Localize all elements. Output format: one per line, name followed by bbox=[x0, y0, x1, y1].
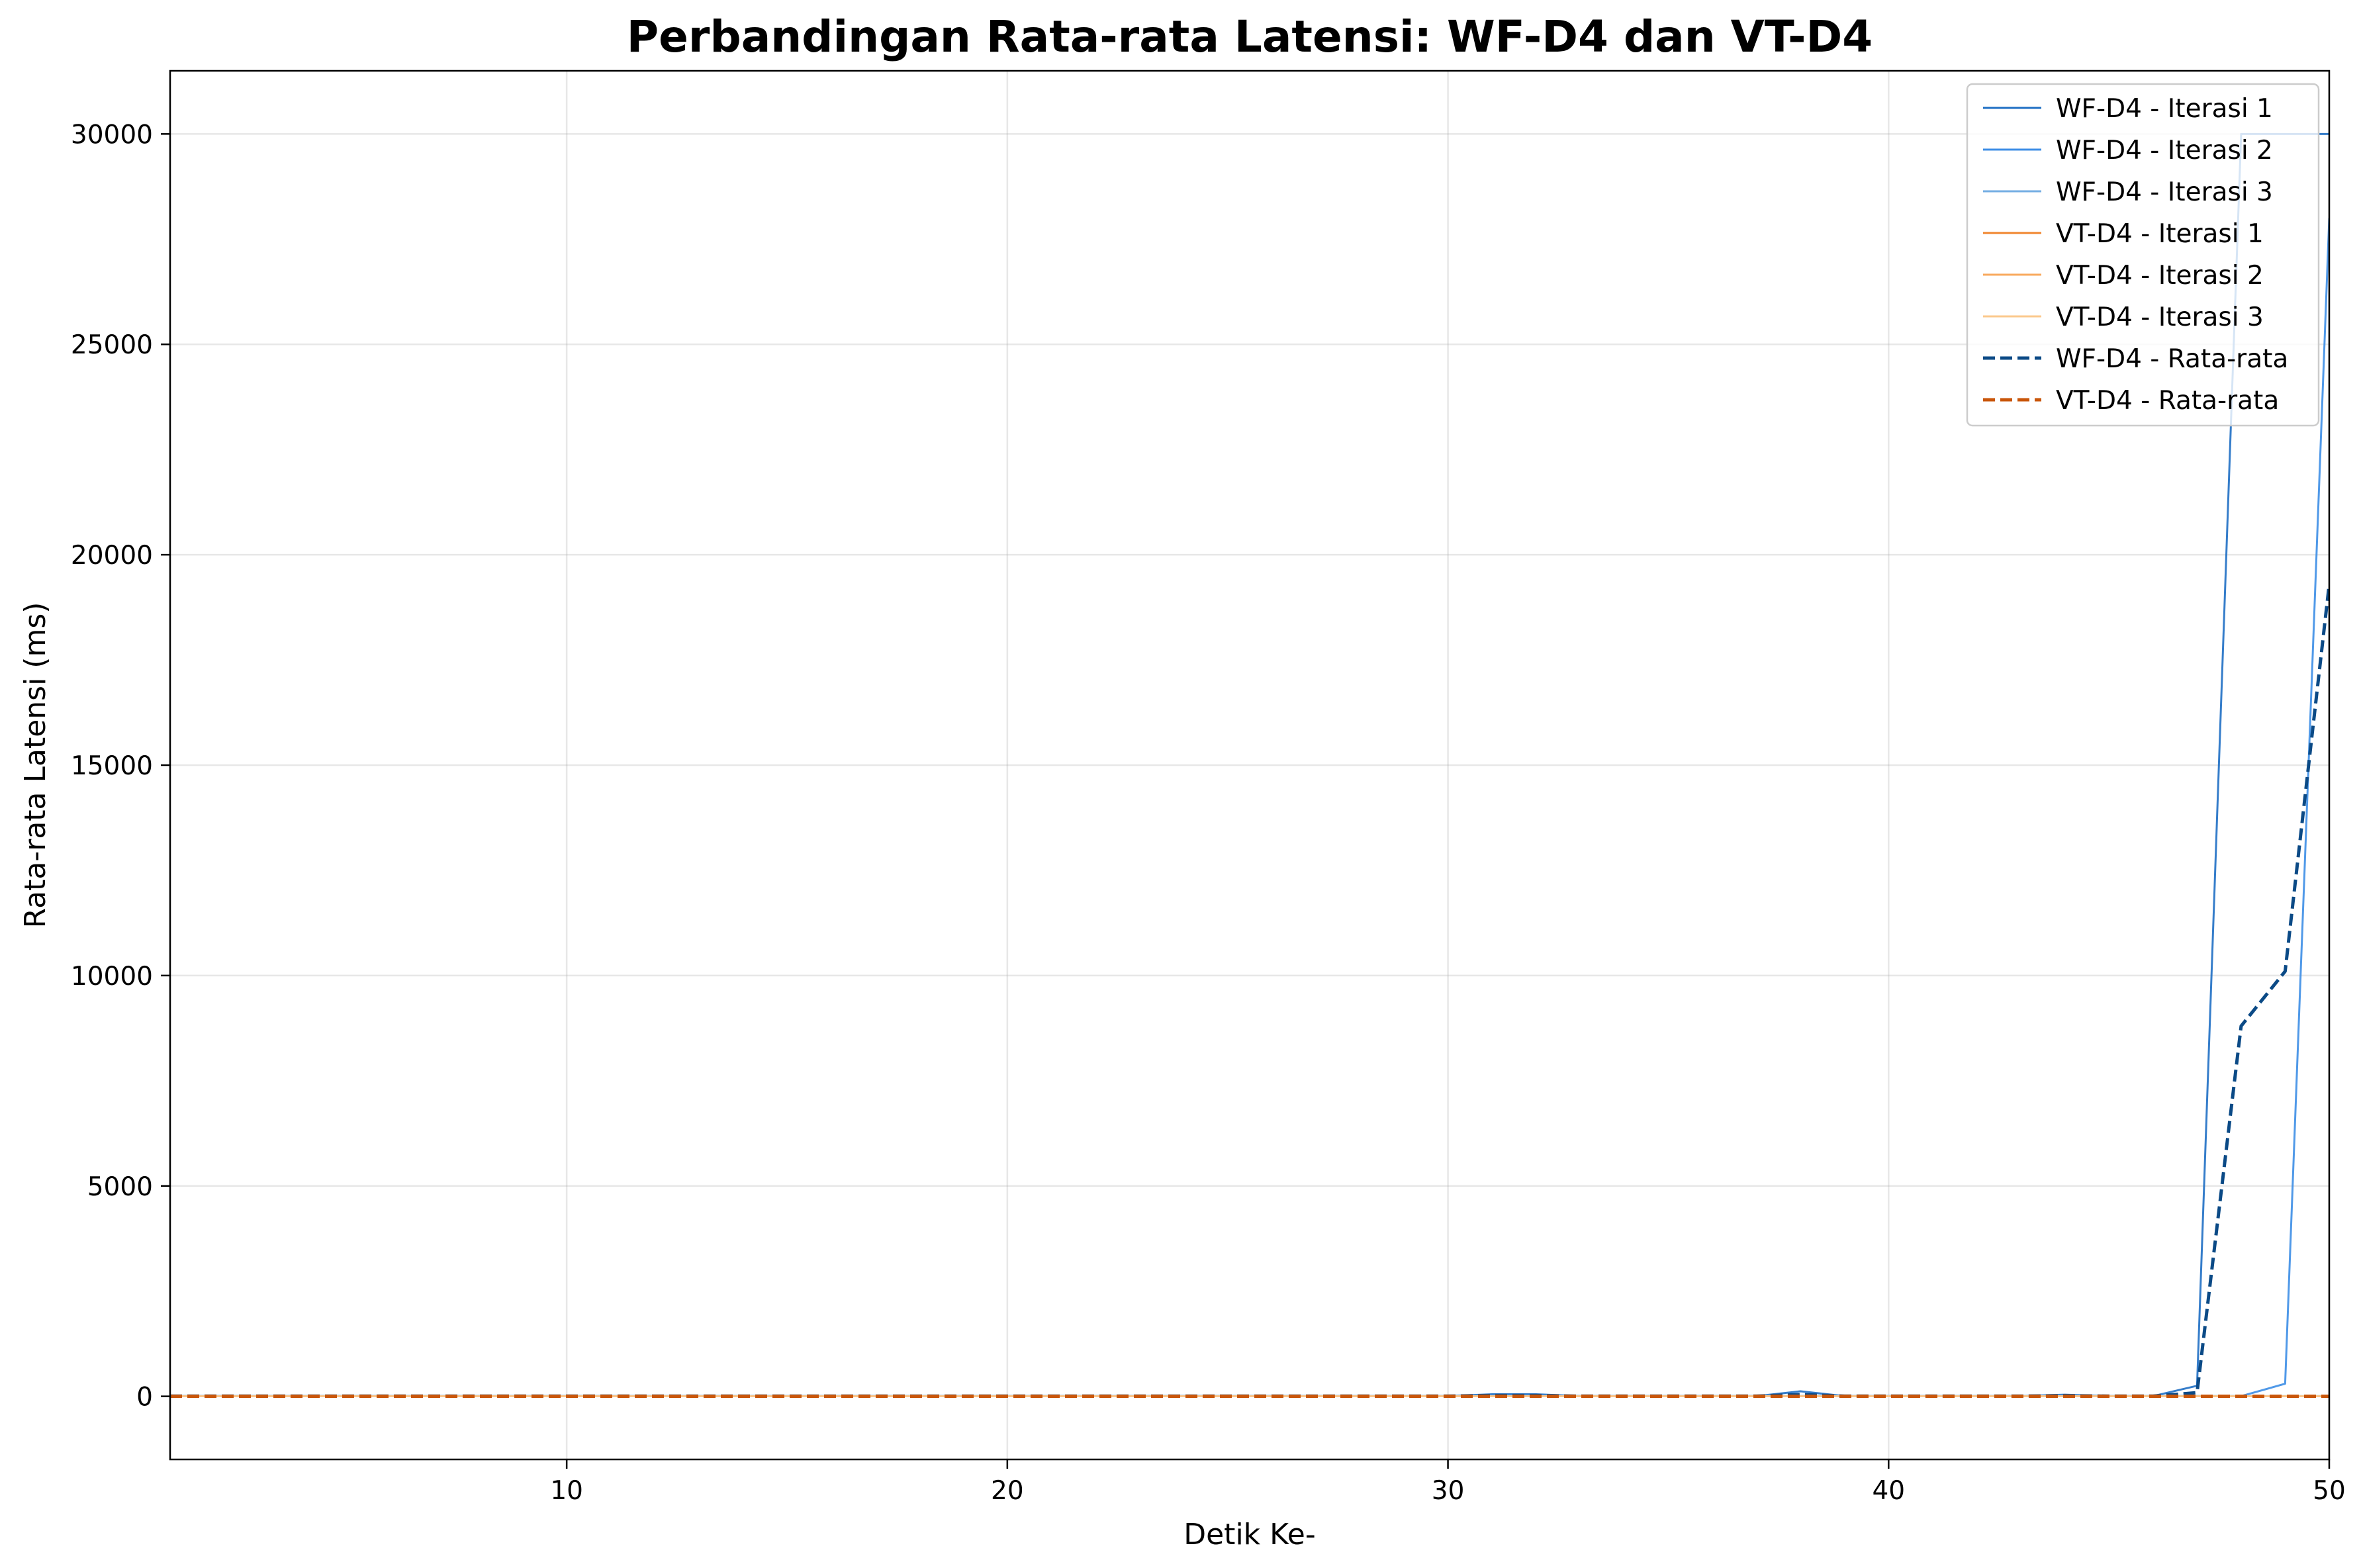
legend-label: VT-D4 - Iterasi 1 bbox=[2056, 219, 2264, 249]
x-tick-label: 10 bbox=[550, 1476, 583, 1506]
y-tick-label: 0 bbox=[136, 1383, 153, 1412]
x-axis-ticks: 10 20 30 40 50 bbox=[550, 1459, 2346, 1506]
y-tick-label: 25000 bbox=[71, 330, 153, 360]
legend-label: WF-D4 - Iterasi 3 bbox=[2056, 177, 2273, 207]
y-tick-label: 5000 bbox=[87, 1172, 153, 1202]
legend-label: WF-D4 - Iterasi 2 bbox=[2056, 136, 2273, 165]
y-axis-label: Rata-rata Latensi (ms) bbox=[19, 602, 52, 929]
x-tick-label: 20 bbox=[991, 1476, 1024, 1506]
series-line-7 bbox=[170, 584, 2329, 1398]
x-tick-label: 40 bbox=[1872, 1476, 1905, 1506]
y-tick-label: 15000 bbox=[71, 751, 153, 781]
chart-title: Perbandingan Rata-rata Latensi: WF-D4 da… bbox=[627, 11, 1873, 62]
legend-label: VT-D4 - Iterasi 2 bbox=[2056, 261, 2264, 291]
y-tick-label: 10000 bbox=[71, 962, 153, 992]
y-tick-label: 30000 bbox=[71, 120, 153, 150]
legend-label: WF-D4 - Rata-rata bbox=[2056, 344, 2288, 374]
x-tick-label: 30 bbox=[1432, 1476, 1465, 1506]
x-axis-label: Detik Ke- bbox=[1183, 1518, 1316, 1551]
legend-box bbox=[1966, 83, 2320, 427]
legend-label: WF-D4 - Iterasi 1 bbox=[2056, 94, 2273, 124]
y-tick-label: 20000 bbox=[71, 541, 153, 571]
y-axis-ticks: 0 5000 10000 15000 20000 25000 30000 bbox=[71, 120, 170, 1412]
series-lines bbox=[170, 132, 2329, 1398]
legend: WF-D4 - Iterasi 1 WF-D4 - Iterasi 2 WF-D4 … bbox=[1966, 83, 2320, 427]
legend-label: VT-D4 - Rata-rata bbox=[2056, 386, 2279, 416]
x-tick-label: 50 bbox=[2313, 1476, 2346, 1506]
legend-label: VT-D4 - Iterasi 3 bbox=[2056, 302, 2264, 332]
